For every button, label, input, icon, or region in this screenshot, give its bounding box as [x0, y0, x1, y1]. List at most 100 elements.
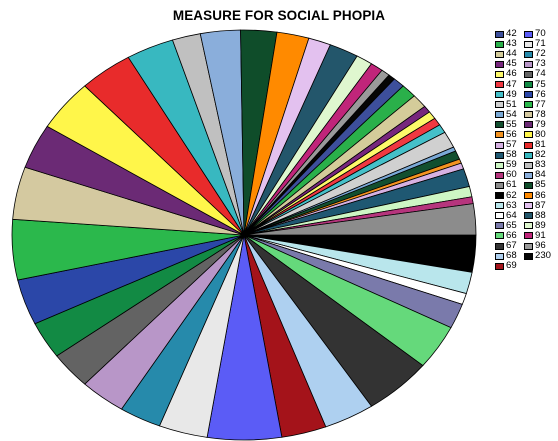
- legend-swatch: [524, 60, 533, 68]
- legend-label: 43: [506, 38, 517, 50]
- chart-title: MEASURE FOR SOCIAL PHOPIA: [172, 8, 386, 23]
- legend-swatch: [524, 192, 533, 200]
- legend-item-70: 70: [524, 29, 551, 39]
- legend-label: 51: [506, 98, 517, 110]
- legend-item-64: 64: [495, 209, 517, 221]
- legend-item-76: 76: [524, 88, 551, 100]
- legend-label: 55: [506, 118, 517, 130]
- legend-label: 87: [535, 199, 546, 211]
- legend-swatch: [495, 40, 504, 48]
- legend-label: 80: [535, 128, 546, 140]
- legend-item-73: 73: [524, 59, 551, 69]
- legend-label: 54: [506, 108, 517, 120]
- legend-swatch: [524, 242, 533, 250]
- legend-item-54: 54: [495, 108, 517, 120]
- legend-item-60: 60: [495, 170, 517, 180]
- legend-swatch: [524, 101, 533, 109]
- legend-swatch: [524, 212, 533, 220]
- legend-swatch: [495, 121, 504, 129]
- legend-swatch: [495, 252, 504, 260]
- legend-item-63: 63: [495, 200, 517, 211]
- legend-item-45: 45: [495, 59, 517, 69]
- legend-label: 74: [535, 68, 546, 80]
- legend-swatch: [524, 30, 533, 38]
- legend-item-56: 56: [495, 128, 517, 140]
- legend-item-75: 75: [524, 79, 551, 89]
- legend-label: 85: [535, 179, 546, 191]
- legend-label: 47: [506, 78, 517, 90]
- legend-label: 42: [506, 28, 517, 40]
- legend-item-89: 89: [524, 219, 551, 231]
- legend-label: 81: [535, 139, 546, 151]
- legend-swatch: [524, 70, 533, 78]
- legend-label: 65: [506, 219, 517, 231]
- legend-label: 75: [535, 78, 546, 90]
- legend-swatch: [524, 50, 533, 58]
- legend-label: 77: [535, 98, 546, 110]
- legend-label: 84: [535, 169, 546, 181]
- legend-item-46: 46: [495, 69, 517, 79]
- legend-label: 82: [535, 149, 546, 161]
- legend-item-81: 81: [524, 140, 551, 150]
- legend-item-67: 67: [495, 241, 517, 251]
- legend-label: 70: [535, 28, 546, 40]
- legend-label: 69: [506, 260, 517, 272]
- legend-swatch: [495, 131, 504, 139]
- legend-item-62: 62: [495, 190, 517, 201]
- legend-swatch: [495, 171, 504, 179]
- legend-label: 64: [506, 209, 517, 221]
- legend-item-65: 65: [495, 219, 517, 231]
- legend-swatch: [524, 141, 533, 149]
- legend-item-74: 74: [524, 69, 551, 79]
- legend-swatch: [524, 131, 533, 139]
- legend-label: 91: [535, 229, 546, 241]
- legend-swatch: [495, 30, 504, 38]
- pie-slice-61: [243, 203, 477, 236]
- legend-label: 58: [506, 149, 517, 161]
- legend-label: 49: [506, 88, 517, 100]
- legend-item-49: 49: [495, 88, 517, 100]
- legend-swatch: [495, 232, 504, 240]
- legend-label: 44: [506, 48, 517, 60]
- legend-label: 56: [506, 128, 517, 140]
- legend-label: 86: [535, 189, 546, 201]
- legend-item-83: 83: [524, 160, 551, 170]
- legend-swatch: [524, 161, 533, 169]
- legend-label: 72: [535, 48, 546, 60]
- legend-item-68: 68: [495, 251, 517, 261]
- legend-item-58: 58: [495, 150, 517, 160]
- legend-item-47: 47: [495, 79, 517, 89]
- legend-item-80: 80: [524, 128, 551, 140]
- legend-item-96: 96: [524, 241, 551, 251]
- legend-label: 96: [535, 240, 546, 252]
- legend-item-86: 86: [524, 189, 551, 201]
- legend-item-71: 71: [524, 39, 551, 49]
- legend-item-91: 91: [524, 229, 551, 241]
- legend-swatch: [495, 81, 504, 89]
- legend-label: 89: [535, 219, 546, 231]
- legend-swatch: [495, 181, 504, 189]
- legend-label: 76: [535, 88, 546, 100]
- legend-swatch: [495, 222, 504, 230]
- legend-item-61: 61: [495, 180, 517, 190]
- legend-label: 45: [506, 58, 517, 70]
- legend-swatch: [495, 212, 504, 220]
- legend-item-87: 87: [524, 199, 551, 211]
- legend-label: 83: [535, 159, 546, 171]
- legend-item-85: 85: [524, 180, 551, 190]
- legend-item-78: 78: [524, 109, 551, 120]
- legend-item-44: 44: [495, 49, 517, 59]
- legend-label: 66: [506, 229, 517, 241]
- legend-swatch: [495, 242, 504, 250]
- legend-item-72: 72: [524, 49, 551, 59]
- legend-swatch: [524, 232, 533, 240]
- legend-swatch: [524, 171, 533, 179]
- legend-item-66: 66: [495, 229, 517, 241]
- legend-label: 71: [535, 38, 546, 50]
- legend-swatch: [495, 91, 504, 99]
- legend-label: 88: [535, 209, 546, 221]
- legend-item-79: 79: [524, 119, 551, 130]
- legend-swatch: [495, 151, 504, 159]
- legend-label: 68: [506, 250, 517, 262]
- legend-swatch: [524, 91, 533, 99]
